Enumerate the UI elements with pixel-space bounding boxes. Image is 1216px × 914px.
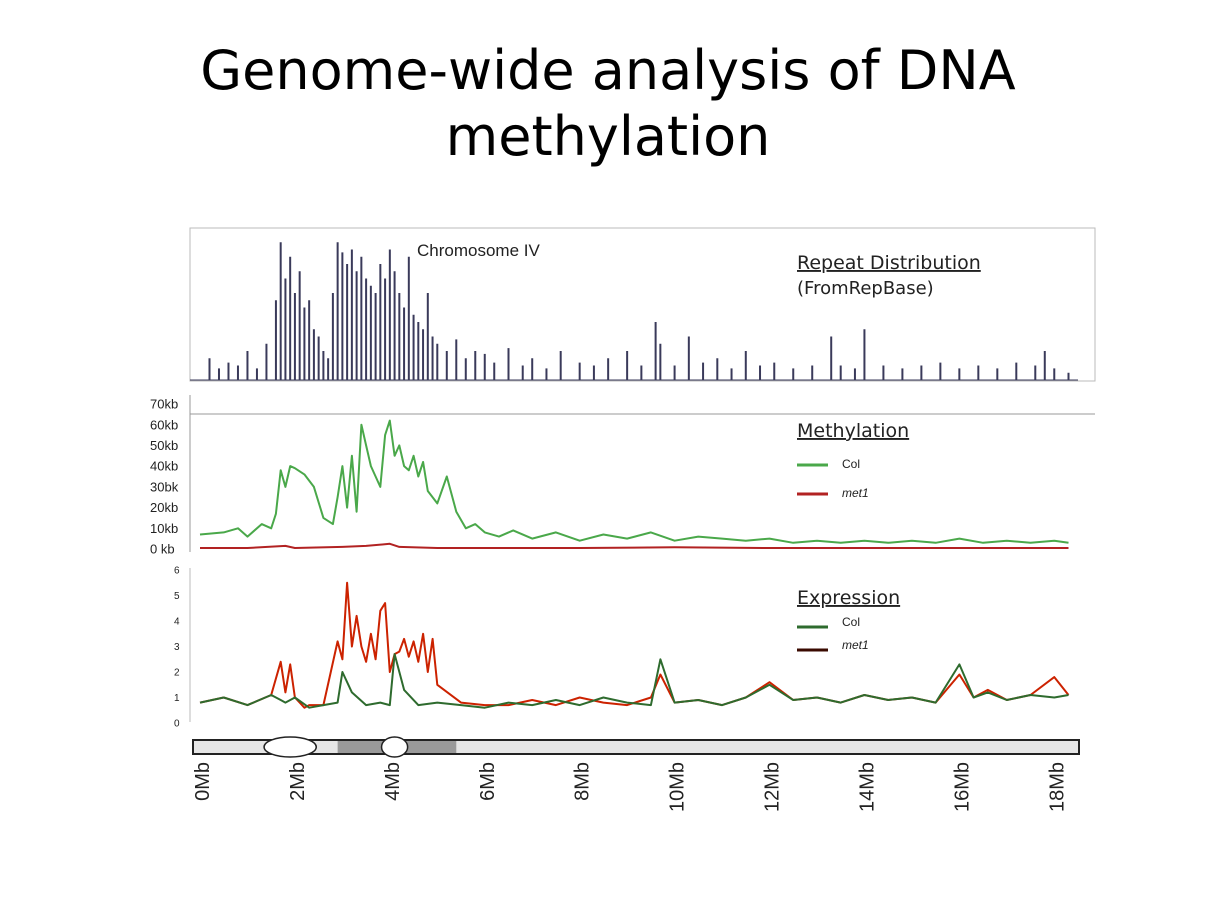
methylation-tick-label: 70kb bbox=[150, 397, 178, 412]
expression-y-ticks: 6 5 4 3 2 1 0 bbox=[174, 566, 180, 730]
expression-tick-label: 1 bbox=[174, 693, 180, 704]
slide-title: Genome-wide analysis of DNA methylation bbox=[0, 38, 1216, 170]
methylation-tick-label: 20kb bbox=[150, 500, 178, 515]
methylation-tick-label: 10kb bbox=[150, 521, 178, 536]
expression-tick-label: 4 bbox=[174, 617, 180, 628]
repeat-panel-frame bbox=[189, 227, 1096, 382]
repeat-bars bbox=[190, 242, 1078, 381]
expression-line-met1 bbox=[199, 581, 1070, 709]
expression-tick-label: 3 bbox=[174, 642, 180, 653]
methylation-tick-label: 60kb bbox=[150, 417, 178, 432]
legend-label-meth-col: Col bbox=[842, 457, 860, 471]
slide-title-line-2: methylation bbox=[445, 105, 771, 168]
methylation-line-met1 bbox=[200, 542, 1069, 549]
chromosome-bar bbox=[192, 739, 1080, 755]
chromosome-knob bbox=[263, 736, 318, 758]
x-tick-label: 16Mb bbox=[951, 762, 973, 812]
methylation-label: Methylation bbox=[797, 420, 909, 442]
x-axis-ticks: 0Mb 2Mb 4Mb 6Mb 8Mb 10Mb 12Mb 14Mb 16Mb 18Mb bbox=[192, 762, 1068, 812]
expression-tick-label: 5 bbox=[174, 591, 180, 602]
slide-title-line-1: Genome-wide analysis of DNA bbox=[200, 39, 1016, 102]
legend-label-expr-col: Col bbox=[842, 615, 860, 629]
methylation-tick-label: 0 kb bbox=[150, 542, 175, 557]
methylation-tick-label: 50kb bbox=[150, 438, 178, 453]
repeat-label: Repeat Distribution bbox=[797, 252, 981, 274]
expression-tick-label: 6 bbox=[174, 566, 180, 577]
x-tick-label: 0Mb bbox=[192, 762, 214, 801]
methylation-tick-label: 30bk bbox=[150, 479, 179, 494]
x-tick-label: 14Mb bbox=[856, 762, 878, 812]
x-tick-label: 10Mb bbox=[667, 762, 689, 812]
expression-label: Expression bbox=[797, 587, 900, 609]
expression-tick-label: 0 bbox=[174, 719, 180, 730]
methylation-lines bbox=[199, 419, 1069, 549]
expression-tick-label: 2 bbox=[174, 668, 180, 679]
expression-line-col bbox=[199, 653, 1069, 709]
x-tick-label: 4Mb bbox=[382, 762, 404, 801]
expression-lines bbox=[199, 581, 1070, 709]
methylation-tick-label: 40kb bbox=[150, 459, 178, 474]
x-tick-label: 6Mb bbox=[477, 762, 499, 801]
x-tick-label: 2Mb bbox=[287, 762, 309, 801]
x-tick-label: 12Mb bbox=[762, 762, 784, 812]
methylation-line-col bbox=[199, 419, 1069, 544]
legend-label-meth-met1: met1 bbox=[842, 486, 869, 500]
chromosome-knob bbox=[380, 736, 409, 758]
x-tick-label: 18Mb bbox=[1046, 762, 1068, 812]
methylation-y-ticks: 70kb 60kb 50kb 40kb 30bk 20kb 10kb 0 kb bbox=[150, 397, 179, 557]
chromosome-label: Chromosome IV bbox=[417, 241, 540, 260]
legend-label-expr-met1: met1 bbox=[842, 638, 869, 652]
repeat-sublabel: (FromRepBase) bbox=[797, 278, 934, 299]
x-tick-label: 8Mb bbox=[572, 762, 594, 801]
chromosome-ideogram bbox=[192, 736, 1080, 758]
